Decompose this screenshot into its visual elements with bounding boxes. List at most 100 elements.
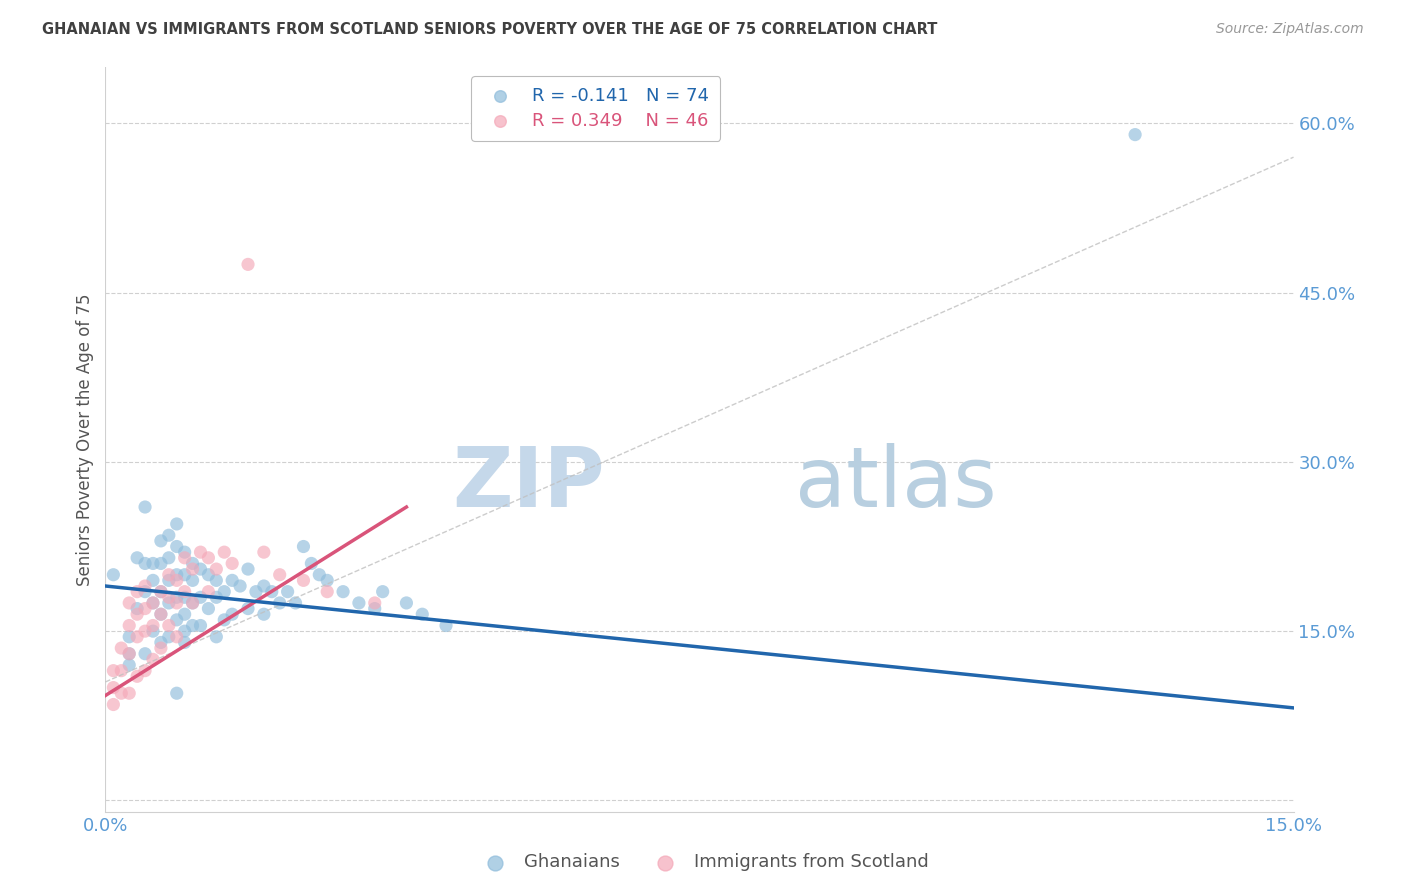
Point bbox=[149, 641, 172, 656]
Point bbox=[157, 630, 180, 644]
Point bbox=[127, 607, 149, 622]
Point bbox=[197, 584, 219, 599]
Point bbox=[173, 550, 195, 565]
Point bbox=[190, 545, 212, 559]
Point bbox=[166, 567, 188, 582]
Point bbox=[127, 584, 149, 599]
Point bbox=[221, 607, 243, 622]
Point bbox=[181, 562, 204, 576]
Point bbox=[166, 630, 188, 644]
Point bbox=[253, 579, 276, 593]
Text: atlas: atlas bbox=[794, 443, 997, 524]
Point bbox=[205, 562, 228, 576]
Point bbox=[142, 624, 165, 639]
Point bbox=[308, 567, 330, 582]
Point bbox=[173, 591, 195, 605]
Point bbox=[149, 533, 172, 548]
Point bbox=[253, 607, 276, 622]
Point bbox=[316, 574, 339, 588]
Point bbox=[173, 635, 195, 649]
Point bbox=[127, 630, 149, 644]
Point bbox=[118, 686, 141, 700]
Text: Source: ZipAtlas.com: Source: ZipAtlas.com bbox=[1216, 22, 1364, 37]
Point bbox=[103, 698, 125, 712]
Point bbox=[103, 681, 125, 695]
Point bbox=[221, 557, 243, 571]
Point bbox=[245, 584, 267, 599]
Legend: R = -0.141   N = 74, R = 0.349    N = 46: R = -0.141 N = 74, R = 0.349 N = 46 bbox=[471, 76, 720, 141]
Point bbox=[236, 562, 259, 576]
Point bbox=[181, 596, 204, 610]
Point bbox=[173, 545, 195, 559]
Point bbox=[166, 574, 188, 588]
Point bbox=[197, 567, 219, 582]
Point bbox=[190, 591, 212, 605]
Point bbox=[277, 584, 299, 599]
Text: ZIP: ZIP bbox=[451, 443, 605, 524]
Point bbox=[395, 596, 418, 610]
Point bbox=[157, 618, 180, 632]
Point bbox=[134, 500, 156, 514]
Point bbox=[292, 540, 315, 554]
Point bbox=[142, 652, 165, 666]
Point bbox=[118, 630, 141, 644]
Point bbox=[190, 618, 212, 632]
Point bbox=[127, 601, 149, 615]
Point bbox=[149, 607, 172, 622]
Point bbox=[434, 618, 457, 632]
Point bbox=[118, 658, 141, 673]
Point bbox=[134, 584, 156, 599]
Point bbox=[284, 596, 307, 610]
Point bbox=[371, 584, 394, 599]
Point bbox=[118, 618, 141, 632]
Point bbox=[127, 669, 149, 683]
Point bbox=[103, 567, 125, 582]
Point bbox=[118, 647, 141, 661]
Point bbox=[149, 635, 172, 649]
Point bbox=[292, 574, 315, 588]
Point bbox=[149, 584, 172, 599]
Point bbox=[142, 574, 165, 588]
Point bbox=[110, 686, 132, 700]
Point bbox=[166, 613, 188, 627]
Point bbox=[166, 596, 188, 610]
Point bbox=[190, 562, 212, 576]
Text: GHANAIAN VS IMMIGRANTS FROM SCOTLAND SENIORS POVERTY OVER THE AGE OF 75 CORRELAT: GHANAIAN VS IMMIGRANTS FROM SCOTLAND SEN… bbox=[42, 22, 938, 37]
Point bbox=[142, 596, 165, 610]
Point bbox=[118, 596, 141, 610]
Point bbox=[1123, 128, 1146, 142]
Point bbox=[181, 557, 204, 571]
Point bbox=[173, 624, 195, 639]
Point bbox=[166, 591, 188, 605]
Point bbox=[197, 550, 219, 565]
Point bbox=[236, 257, 259, 271]
Point bbox=[181, 596, 204, 610]
Point bbox=[166, 686, 188, 700]
Point bbox=[347, 596, 370, 610]
Point bbox=[142, 618, 165, 632]
Point bbox=[253, 545, 276, 559]
Point bbox=[332, 584, 354, 599]
Point bbox=[166, 540, 188, 554]
Point bbox=[103, 664, 125, 678]
Point bbox=[364, 601, 387, 615]
Point bbox=[134, 557, 156, 571]
Point bbox=[134, 579, 156, 593]
Point bbox=[157, 574, 180, 588]
Point bbox=[118, 647, 141, 661]
Point bbox=[173, 567, 195, 582]
Point bbox=[149, 584, 172, 599]
Legend: Ghanaians, Immigrants from Scotland: Ghanaians, Immigrants from Scotland bbox=[470, 847, 936, 879]
Point bbox=[229, 579, 252, 593]
Point bbox=[214, 584, 236, 599]
Point bbox=[157, 550, 180, 565]
Point bbox=[299, 557, 322, 571]
Point bbox=[269, 596, 291, 610]
Point bbox=[205, 591, 228, 605]
Point bbox=[166, 516, 188, 531]
Point bbox=[134, 647, 156, 661]
Point bbox=[316, 584, 339, 599]
Point bbox=[134, 601, 156, 615]
Point bbox=[157, 596, 180, 610]
Point bbox=[197, 601, 219, 615]
